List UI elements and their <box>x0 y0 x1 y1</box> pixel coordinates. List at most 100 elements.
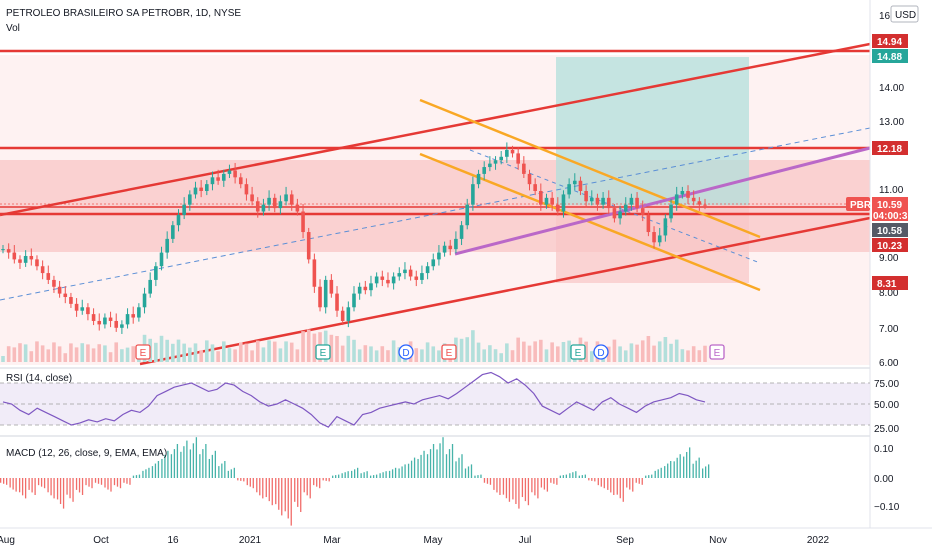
candle-body <box>346 307 351 321</box>
price-axis[interactable]: 16 USD 14.00 13.00 11.00 9.00 8.00 7.00 6.00 1… <box>846 5 919 369</box>
macd-bar <box>445 454 448 478</box>
macd-bar <box>401 466 403 478</box>
macd-bar <box>189 449 192 478</box>
candle-body <box>227 170 232 174</box>
event-marker-d[interactable]: D <box>593 344 609 360</box>
position-stop-zone <box>556 205 749 283</box>
volume-bar <box>91 348 96 362</box>
macd-bar <box>686 451 688 478</box>
candle-body <box>108 317 113 321</box>
candle-body <box>306 232 311 260</box>
macd-bar <box>237 478 239 481</box>
price-tick: 9.00 <box>879 253 899 264</box>
macd-bar <box>85 478 87 486</box>
volume-bar <box>23 344 28 362</box>
event-marker-e[interactable]: E <box>570 344 586 360</box>
macd-bar <box>148 467 150 478</box>
candle-body <box>471 184 475 205</box>
currency-button[interactable] <box>890 5 919 23</box>
time-label: Mar <box>323 535 341 546</box>
event-marker-d[interactable]: D <box>398 344 414 360</box>
event-marker-label: E <box>320 348 327 359</box>
macd-bar <box>464 468 467 478</box>
volume-bar <box>589 351 594 362</box>
time-label: Jul <box>519 535 532 546</box>
macd-bar <box>635 478 637 483</box>
price-candles <box>1 142 707 334</box>
candle-body <box>691 197 696 202</box>
macd-bar <box>275 478 277 505</box>
candle-body <box>476 173 481 185</box>
candle-body <box>674 194 679 205</box>
event-marker-e[interactable]: E <box>135 344 151 360</box>
macd-bar <box>176 444 179 478</box>
volume-bar <box>493 349 498 362</box>
rsi-pane[interactable]: RSI (14, close) <box>0 371 870 428</box>
candle-body <box>533 184 537 191</box>
candle-body <box>29 255 34 260</box>
volume-bar <box>40 345 45 362</box>
macd-bar <box>157 461 160 478</box>
volume-bar <box>97 344 102 362</box>
candle-body <box>505 149 509 157</box>
event-marker-e[interactable]: E <box>315 344 331 360</box>
candle-body <box>221 173 226 181</box>
macd-bar <box>37 478 40 486</box>
candle-body <box>680 191 685 195</box>
volume-bar <box>567 340 571 362</box>
macd-bar <box>271 478 273 506</box>
macd-pane[interactable]: MACD (12, 26, close, 9, EMA, EMA) <box>0 437 710 526</box>
macd-bar <box>354 469 356 478</box>
time-axis[interactable]: Aug Oct 16 2021 Mar May Jul Sep Nov 2022 <box>0 535 830 546</box>
channel-upper[interactable] <box>0 42 871 217</box>
main-pane[interactable]: E E D E E D E PETROLEO BRASILEIRO SA PETROBR, … <box>0 8 871 366</box>
candle-body <box>165 238 169 253</box>
macd-bar <box>622 478 624 502</box>
macd-bar <box>230 469 232 478</box>
macd-bar <box>167 450 169 478</box>
down-channel-lower[interactable] <box>419 152 761 292</box>
macd-bar <box>195 437 198 478</box>
macd-bar <box>603 478 605 489</box>
volume-bar <box>267 340 271 362</box>
macd-bar <box>695 460 697 478</box>
macd-bar <box>290 478 292 526</box>
channel-lower[interactable] <box>139 216 871 366</box>
volume-bar <box>69 343 73 362</box>
macd-bar <box>135 475 138 478</box>
purple-trendline[interactable] <box>454 146 871 256</box>
channel-midline <box>0 127 871 301</box>
price-tick: 14.00 <box>879 83 904 94</box>
macd-bar <box>300 478 302 512</box>
macd-histogram <box>0 437 710 526</box>
macd-bar <box>268 478 270 502</box>
price-tick: 6.00 <box>879 358 899 369</box>
macd-bar <box>119 478 122 489</box>
volume-bar <box>561 342 566 362</box>
macd-bar <box>151 466 154 478</box>
macd-bar <box>518 478 520 509</box>
event-marker-e[interactable]: E <box>709 344 725 360</box>
macd-bar <box>344 472 346 478</box>
event-marker-e[interactable]: E <box>441 344 457 360</box>
candle-body <box>159 252 164 267</box>
macd-bar <box>360 473 362 478</box>
down-channel-upper[interactable] <box>419 98 761 239</box>
macd-tick: 0.00 <box>874 474 894 485</box>
candle-body <box>357 286 362 294</box>
macd-bar <box>81 478 84 495</box>
macd-bar <box>154 463 157 478</box>
macd-bar <box>556 478 558 485</box>
candle-body <box>233 170 237 178</box>
candle-body <box>606 197 611 209</box>
volume-label: Vol <box>6 23 20 34</box>
volume-bar <box>674 339 679 362</box>
price-badge-text: 12.18 <box>877 144 902 155</box>
volume-bar <box>646 336 651 362</box>
volume-bar <box>35 341 39 362</box>
macd-bar <box>221 463 223 478</box>
macd-bar <box>483 478 486 483</box>
macd-bar <box>521 478 524 498</box>
